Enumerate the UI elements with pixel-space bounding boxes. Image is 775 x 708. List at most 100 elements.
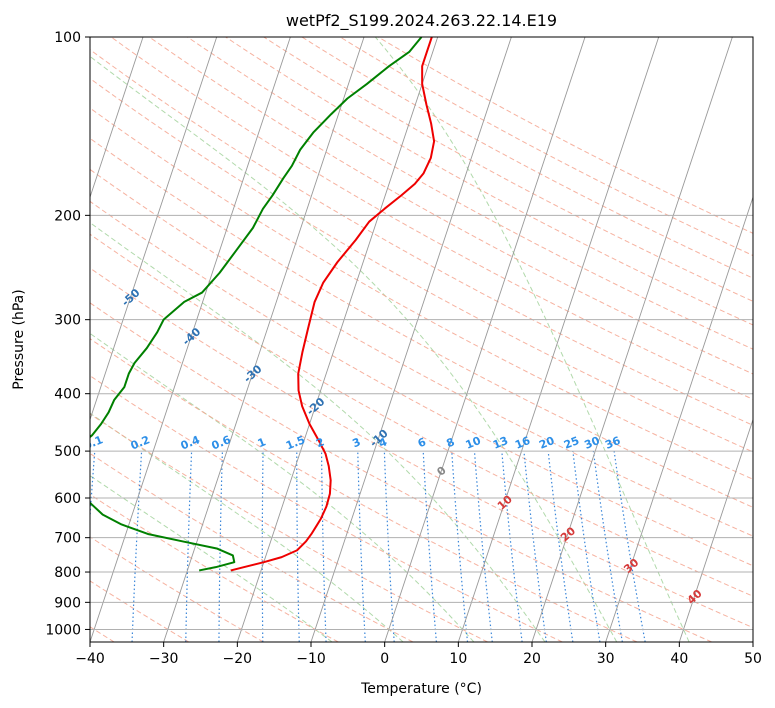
y-tick-label: 600 (54, 491, 81, 507)
y-tick-label: 700 (54, 531, 81, 547)
dry-adiabat (187, 37, 753, 350)
dry-adiabat (301, 37, 753, 279)
moist-adiabat (90, 222, 546, 642)
isotherm-line (163, 37, 365, 642)
dry-adiabat (90, 137, 753, 508)
dry-adiabat (90, 233, 753, 597)
temperature-line (230, 37, 436, 572)
dry-adiabat (148, 37, 753, 375)
mixing-ratio-line (90, 451, 96, 525)
isotherm-label: -50 (119, 286, 143, 309)
mixing-ratio-label: 25 (562, 434, 581, 452)
isotherm-line (90, 37, 291, 642)
dry-adiabat (90, 302, 712, 642)
isotherm-line (90, 37, 218, 422)
isotherm-line (752, 640, 753, 642)
mixing-ratio-label: 6 (416, 435, 428, 450)
dry-adiabat (377, 37, 753, 234)
mixing-ratio-line (185, 451, 193, 642)
isotherm-label: 40 (685, 587, 705, 607)
y-tick-label: 500 (54, 444, 81, 460)
isotherm-line (678, 418, 753, 642)
mixing-ratio-line (473, 451, 493, 642)
y-axis-label: Pressure (hPa) (11, 289, 27, 389)
isotherm-label: 10 (495, 492, 515, 512)
mixing-ratio-label: 2 (314, 435, 326, 450)
isotherm-label: 30 (621, 556, 641, 576)
dry-adiabat (263, 37, 753, 302)
moist-adiabat (90, 475, 333, 642)
mixing-ratio-label: 10 (464, 434, 483, 452)
y-axis-ticks: 100 200 300 400 500 600 700 800 900 1000 (45, 30, 90, 638)
isotherm-line (457, 37, 660, 642)
mixing-ratio-line (383, 451, 395, 642)
x-tick-label: −40 (75, 651, 105, 667)
x-tick-label: −30 (149, 651, 179, 667)
dry-adiabats (90, 37, 753, 642)
dry-adiabat (90, 413, 488, 642)
mixing-ratio-label: 0.6 (210, 433, 233, 452)
x-tick-label: 0 (380, 651, 389, 667)
mixing-ratio-label: 1.5 (284, 433, 307, 452)
isotherm-label: -70 (3, 191, 27, 214)
y-tick-label: 400 (54, 387, 81, 403)
isotherm-line (90, 37, 144, 199)
isotherm-line (384, 37, 586, 642)
mixing-ratio-label: 16 (513, 434, 532, 452)
mixing-ratio-line (501, 451, 523, 642)
isotherm-line (605, 195, 753, 642)
dry-adiabat (110, 37, 753, 400)
mixing-ratio-label: 13 (491, 434, 510, 452)
moist-adiabats (90, 37, 690, 642)
mixing-ratio-line (592, 451, 623, 642)
mixing-ratio-line (547, 451, 574, 642)
dry-adiabat (90, 493, 339, 642)
x-tick-label: 40 (670, 651, 688, 667)
x-tick-label: 20 (523, 651, 541, 667)
mixing-ratio-label: 8 (444, 435, 456, 450)
y-tick-label: 200 (54, 208, 81, 224)
x-tick-label: −20 (223, 651, 253, 667)
mixing-ratio-line (131, 451, 143, 642)
profile-series (90, 37, 436, 572)
dry-adiabat (90, 536, 264, 642)
mixing-ratio-line (523, 451, 547, 642)
y-tick-label: 1000 (45, 622, 81, 638)
moist-adiabat (90, 332, 475, 642)
mixing-ratio-label: 3 (350, 435, 362, 450)
isotherm-label: 20 (558, 524, 578, 544)
moist-adiabat (374, 37, 690, 642)
mixing-ratio-line (451, 451, 469, 642)
x-tick-label: 10 (449, 651, 467, 667)
x-tick-label: 50 (744, 651, 762, 667)
isotherms (90, 37, 753, 642)
y-tick-label: 300 (54, 313, 81, 329)
isotherm-line (531, 37, 733, 642)
y-tick-label: 800 (54, 565, 81, 581)
x-tick-label: 30 (597, 651, 615, 667)
pressure-gridlines (90, 37, 753, 630)
dry-adiabat (90, 168, 753, 537)
dry-adiabat (90, 49, 753, 426)
chart-title: wetPf2_S199.2024.263.22.14.E19 (286, 11, 557, 31)
isotherm-label: -40 (180, 325, 204, 348)
dry-adiabat (90, 267, 753, 629)
isotherm-label: -60 (61, 240, 85, 263)
line-labels: -100-90-80-70-60-50-40-30-20-10010203040… (3, 191, 705, 607)
mixing-ratio-lines (90, 451, 646, 642)
mixing-ratio-line (613, 451, 646, 642)
mixing-ratio-label: 30 (583, 434, 602, 452)
dry-adiabat (90, 77, 753, 453)
dry-adiabat (90, 107, 753, 480)
mixing-ratio-label: 36 (603, 434, 622, 452)
mixing-ratio-label: 0.1 (82, 433, 105, 452)
x-tick-label: −10 (296, 651, 326, 667)
x-axis-label: Temperature (°C) (360, 681, 482, 697)
mixing-ratio-line (218, 451, 224, 642)
isotherm-label: -30 (241, 362, 265, 385)
isotherm-line (236, 37, 439, 642)
mixing-ratio-label: 1 (256, 435, 268, 450)
dewpoint-line (90, 37, 423, 572)
isotherm-label: -20 (304, 395, 328, 418)
